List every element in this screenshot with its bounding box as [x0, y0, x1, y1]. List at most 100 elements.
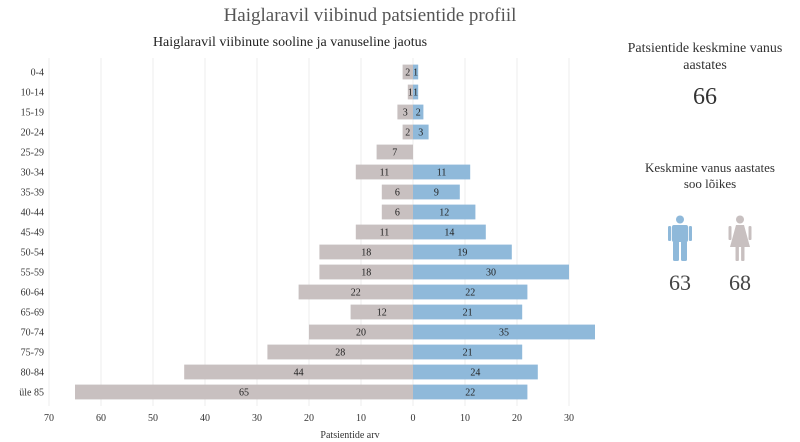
data-label-left-70-74: 20 — [356, 328, 366, 339]
y-tick-label: 45-49 — [21, 228, 44, 239]
data-label-left-15-19: 3 — [403, 108, 408, 119]
data-label-left-75-79: 28 — [335, 348, 345, 359]
x-tick-right-10: 10 — [460, 413, 470, 424]
bar-right-30-34 — [413, 164, 471, 180]
x-tick-left-10: 10 — [356, 413, 366, 424]
y-tick-label: 55-59 — [21, 268, 44, 279]
data-label-right-50-54: 19 — [457, 248, 467, 259]
data-label-right-15-19: 2 — [416, 108, 421, 119]
bar-right-üle 85 — [413, 384, 528, 400]
y-tick-label: 70-74 — [21, 328, 44, 339]
data-label-right-20-24: 3 — [418, 128, 423, 139]
data-label-right-65-69: 21 — [463, 308, 473, 319]
bar-left-55-59 — [319, 264, 413, 280]
x-tick-right-30: 30 — [564, 413, 574, 424]
x-tick-left-20: 20 — [304, 413, 314, 424]
chart-title: Haiglaravil viibinute sooline ja vanusel… — [152, 35, 428, 50]
x-tick-left-0: 0 — [411, 413, 416, 424]
bar-left-30-34 — [355, 164, 413, 180]
x-tick-left-50: 50 — [148, 413, 158, 424]
bar-left-45-49 — [355, 224, 413, 240]
y-tick-label: 75-79 — [21, 348, 44, 359]
bar-left-10-14 — [407, 84, 413, 100]
bar-right-10-14 — [413, 84, 419, 100]
data-label-left-üle 85: 65 — [239, 388, 249, 399]
bar-left-25-29 — [376, 144, 413, 160]
bar-left-üle 85 — [75, 384, 413, 400]
x-tick-left-60: 60 — [96, 413, 106, 424]
bar-right-0-4 — [413, 64, 419, 80]
y-tick-label: üle 85 — [19, 388, 44, 399]
female-avg-age: 68 — [729, 270, 751, 295]
bar-right-80-84 — [413, 364, 538, 380]
data-label-left-80-84: 44 — [294, 368, 304, 379]
bar-right-65-69 — [413, 304, 523, 320]
bar-left-15-19 — [397, 104, 413, 120]
y-tick-label: 60-64 — [21, 288, 44, 299]
y-tick-label: 65-69 — [21, 308, 44, 319]
data-label-right-0-4: 1 — [413, 68, 418, 79]
data-label-right-45-49: 14 — [444, 228, 454, 239]
data-label-right-70-74: 35 — [499, 328, 509, 339]
bar-left-20-24 — [402, 124, 413, 140]
bars-layer — [75, 64, 595, 400]
bar-right-75-79 — [413, 344, 523, 360]
bar-right-60-64 — [413, 284, 528, 300]
y-tick-label: 30-34 — [21, 168, 44, 179]
y-tick-label: 40-44 — [21, 208, 44, 219]
x-axis-label: Patsientide arv — [320, 430, 380, 441]
x-tick-left-70: 70 — [44, 413, 54, 424]
y-tick-label: 25-29 — [21, 148, 44, 159]
y-tick-label: 15-19 — [21, 108, 44, 119]
x-tick-left-30: 30 — [252, 413, 262, 424]
bar-right-40-44 — [413, 204, 476, 220]
bar-right-20-24 — [413, 124, 429, 140]
male-person-icon — [668, 215, 692, 261]
ticks-layer: 706050403020100102030400-410-1415-1920-2… — [19, 68, 574, 425]
data-label-left-65-69: 12 — [377, 308, 387, 319]
data-label-right-75-79: 21 — [463, 348, 473, 359]
bar-left-65-69 — [350, 304, 413, 320]
bar-left-75-79 — [267, 344, 413, 360]
data-label-left-0-4: 2 — [405, 68, 410, 79]
data-label-left-35-39: 6 — [395, 188, 400, 199]
data-label-right-30-34: 11 — [437, 168, 447, 179]
bar-left-80-84 — [184, 364, 413, 380]
y-tick-label: 35-39 — [21, 188, 44, 199]
y-tick-label: 80-84 — [21, 368, 44, 379]
gender-age-title: Keskmine vanus aastates soo lõikes — [645, 160, 775, 191]
bar-left-35-39 — [381, 184, 413, 200]
bar-right-50-54 — [413, 244, 512, 260]
data-label-left-10-14: 1 — [408, 88, 413, 99]
data-label-left-55-59: 18 — [361, 268, 371, 279]
data-label-right-55-59: 30 — [486, 268, 496, 279]
data-label-left-40-44: 6 — [395, 208, 400, 219]
avg-age-value: 66 — [693, 84, 717, 110]
bar-right-35-39 — [413, 184, 460, 200]
data-label-left-20-24: 2 — [405, 128, 410, 139]
data-label-right-60-64: 22 — [465, 288, 475, 299]
data-label-left-30-34: 11 — [380, 168, 390, 179]
data-label-right-üle 85: 22 — [465, 388, 475, 399]
y-tick-label: 0-4 — [31, 68, 44, 79]
bar-left-0-4 — [402, 64, 413, 80]
x-tick-left-40: 40 — [200, 413, 210, 424]
bar-right-55-59 — [413, 264, 569, 280]
male-avg-age: 63 — [669, 270, 691, 295]
data-label-right-10-14: 1 — [413, 88, 418, 99]
data-label-left-45-49: 11 — [380, 228, 390, 239]
bar-left-50-54 — [319, 244, 413, 260]
avg-age-title: Patsientide keskmine vanus aastates — [627, 41, 783, 73]
bar-left-60-64 — [298, 284, 413, 300]
bar-left-70-74 — [309, 324, 413, 340]
y-tick-label: 20-24 — [21, 128, 44, 139]
y-tick-label: 10-14 — [21, 88, 44, 99]
bar-right-45-49 — [413, 224, 486, 240]
data-label-right-40-44: 12 — [439, 208, 449, 219]
data-label-left-50-54: 18 — [361, 248, 371, 259]
data-label-right-80-84: 24 — [470, 368, 480, 379]
data-label-left-25-29: 7 — [392, 148, 397, 159]
bar-right-70-74 — [413, 324, 595, 340]
dashboard-title: Haiglaravil viibinud patsientide profiil — [223, 5, 517, 26]
